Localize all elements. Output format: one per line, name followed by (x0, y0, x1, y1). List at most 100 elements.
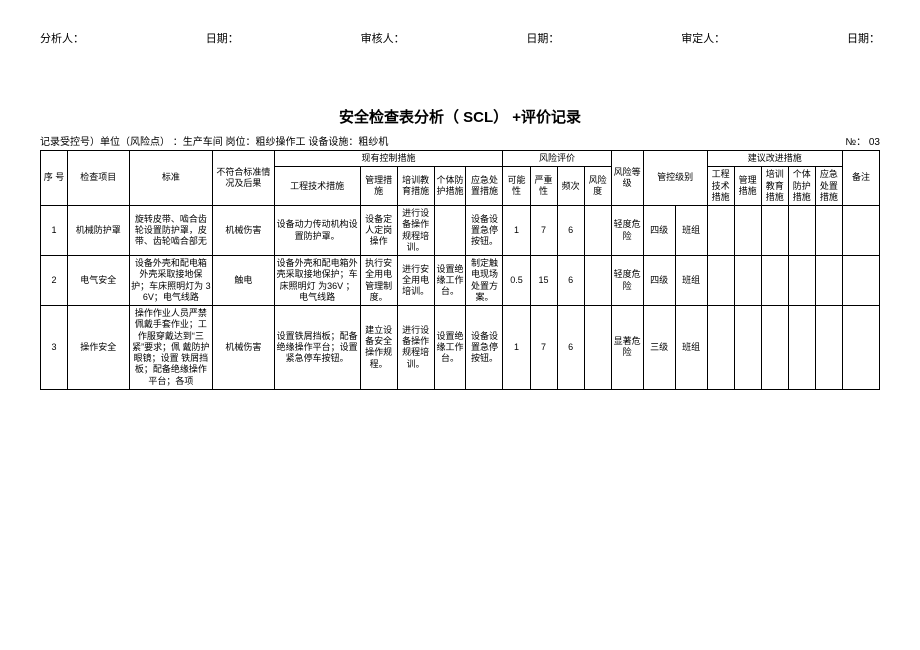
cell-mgmt: 设备定人定岗操作 (360, 206, 397, 256)
meta-left: 记录受控号）单位（风险点） ：生产车间 岗位：粗纱操作工 设备设施：粗纱机 (40, 133, 388, 148)
cell-ppe: 设置绝缘工作台。 (434, 256, 466, 306)
cell-item: 机械防护罩 (68, 206, 129, 256)
signature-row: 分析人： 日期： 审核人： 日期： 审定人： 日期： (40, 30, 880, 46)
cell-freq: 6 (557, 206, 584, 256)
th-rd: 风险度 (584, 167, 611, 206)
cell-rd (584, 256, 611, 306)
cell-eng: 设备外壳和配电箱外壳采取接地保护；车床照明灯 为36V ；电气线路 (274, 256, 360, 306)
cell-nc: 机械伤害 (213, 206, 274, 256)
th-ppe: 个体防护措施 (434, 167, 466, 206)
page-title: 安全检查表分析（ SCL） +评价记录 (40, 106, 880, 127)
cell-nc: 机械伤害 (213, 306, 274, 390)
th-s4: 个体防护措施 (788, 167, 815, 206)
analyst-label: 分析人： (40, 30, 84, 46)
cell-freq: 6 (557, 256, 584, 306)
cell-rem (842, 306, 879, 390)
th-nc: 不符合标准情况及后果 (213, 151, 274, 206)
th-freq: 频次 (557, 167, 584, 206)
cell-s5 (815, 256, 842, 306)
cell-sev: 15 (530, 256, 557, 306)
date2-label: 日期： (526, 30, 559, 46)
cell-seq: 1 (41, 206, 68, 256)
th-s1: 工程技术措施 (707, 167, 734, 206)
table-row: 2 电气安全 设备外壳和配电箱外壳采取接地保护；车床照明灯为 36V；电气线路 … (41, 256, 880, 306)
cell-s5 (815, 306, 842, 390)
meta-row: 记录受控号）单位（风险点） ：生产车间 岗位：粗纱操作工 设备设施：粗纱机 №：… (40, 133, 880, 148)
th-remark: 备注 (842, 151, 879, 206)
cell-rem (842, 206, 879, 256)
th-risk: 风险评价 (503, 151, 611, 167)
table-row: 1 机械防护罩 旋转皮带、啮合齿轮设置防护罩，皮带、齿轮啮合部无 机械伤害 设备… (41, 206, 880, 256)
cell-ppe: 设置绝缘工作台。 (434, 306, 466, 390)
th-risklevel: 风险等级 (611, 151, 643, 206)
cell-item: 操作安全 (68, 306, 129, 390)
cell-s1 (707, 256, 734, 306)
cell-ppe (434, 206, 466, 256)
cell-ctrl: 三级 (643, 306, 675, 390)
cell-rem (842, 256, 879, 306)
cell-std: 操作作业人员严禁佩戴手套作业；工作服穿戴达到“三紧”要求；佩 戴防护眼镜；设置 … (129, 306, 213, 390)
cell-emg: 设备设置急停按钮。 (466, 306, 503, 390)
cell-train: 进行安全用电培训。 (397, 256, 434, 306)
cell-ctrl2: 班组 (675, 256, 707, 306)
cell-poss: 1 (503, 306, 530, 390)
cell-rl: 显著危险 (611, 306, 643, 390)
cell-mgmt: 执行安全用电管理制度。 (360, 256, 397, 306)
cell-s2 (734, 206, 761, 256)
th-emg: 应急处置措施 (466, 167, 503, 206)
cell-train: 进行设备操作规程培训。 (397, 206, 434, 256)
cell-s2 (734, 306, 761, 390)
cell-rd (584, 306, 611, 390)
th-ctrllevel: 管控级别 (643, 151, 707, 206)
table-row: 3 操作安全 操作作业人员严禁佩戴手套作业；工作服穿戴达到“三紧”要求；佩 戴防… (41, 306, 880, 390)
date1-label: 日期： (206, 30, 239, 46)
cell-seq: 3 (41, 306, 68, 390)
cell-ctrl: 四级 (643, 206, 675, 256)
cell-sev: 7 (530, 206, 557, 256)
thead-row1: 序 号 检查项目 标准 不符合标准情况及后果 现有控制措施 风险评价 风险等级 … (41, 151, 880, 167)
th-s3: 培训教育措施 (761, 167, 788, 206)
th-mgmt: 管理措施 (360, 167, 397, 206)
cell-mgmt: 建立设备安全操作规程。 (360, 306, 397, 390)
cell-rd (584, 206, 611, 256)
cell-s3 (761, 206, 788, 256)
table-body: 1 机械防护罩 旋转皮带、啮合齿轮设置防护罩，皮带、齿轮啮合部无 机械伤害 设备… (41, 206, 880, 390)
th-s2: 管理措施 (734, 167, 761, 206)
cell-ctrl2: 班组 (675, 306, 707, 390)
th-suggest: 建议改进措施 (707, 151, 842, 167)
th-item: 检查项目 (68, 151, 129, 206)
th-eng: 工程技术措施 (274, 167, 360, 206)
th-poss: 可能性 (503, 167, 530, 206)
cell-freq: 6 (557, 306, 584, 390)
th-s5: 应急处置措施 (815, 167, 842, 206)
cell-poss: 1 (503, 206, 530, 256)
cell-s1 (707, 206, 734, 256)
cell-s4 (788, 256, 815, 306)
cell-nc: 触电 (213, 256, 274, 306)
cell-s4 (788, 306, 815, 390)
meta-right: №： 03 (845, 133, 880, 148)
scl-table: 序 号 检查项目 标准 不符合标准情况及后果 现有控制措施 风险评价 风险等级 … (40, 150, 880, 390)
th-std: 标准 (129, 151, 213, 206)
cell-emg: 设备设置急停按钮。 (466, 206, 503, 256)
cell-s2 (734, 256, 761, 306)
cell-emg: 制定触电现场处置方案。 (466, 256, 503, 306)
cell-rl: 轻度危险 (611, 206, 643, 256)
cell-ctrl: 四级 (643, 256, 675, 306)
cell-sev: 7 (530, 306, 557, 390)
cell-ctrl2: 班组 (675, 206, 707, 256)
reviewer-label: 审核人： (361, 30, 405, 46)
th-exist: 现有控制措施 (274, 151, 503, 167)
cell-s4 (788, 206, 815, 256)
cell-eng: 设置铁屑挡板；配备绝缘操作平台；设置紧急停车按钮。 (274, 306, 360, 390)
cell-eng: 设备动力传动机构设置防护罩。 (274, 206, 360, 256)
th-train: 培训教育措施 (397, 167, 434, 206)
cell-std: 设备外壳和配电箱外壳采取接地保护；车床照明灯为 36V；电气线路 (129, 256, 213, 306)
cell-item: 电气安全 (68, 256, 129, 306)
cell-s1 (707, 306, 734, 390)
date3-label: 日期： (847, 30, 880, 46)
cell-rl: 轻度危险 (611, 256, 643, 306)
cell-train: 进行设备操作规程培训。 (397, 306, 434, 390)
th-sev: 严重性 (530, 167, 557, 206)
cell-std: 旋转皮带、啮合齿轮设置防护罩，皮带、齿轮啮合部无 (129, 206, 213, 256)
